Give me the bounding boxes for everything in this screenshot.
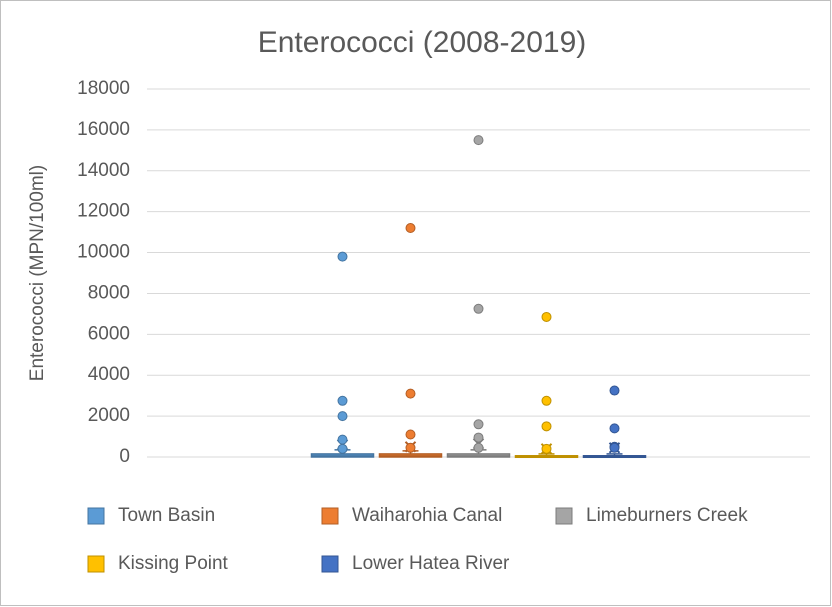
y-tick-label: 8000 xyxy=(88,282,130,303)
outlier xyxy=(609,385,620,396)
legend-swatch xyxy=(321,555,339,573)
legend-swatch xyxy=(87,507,105,525)
legend-label: Lower Hatea River xyxy=(352,553,510,574)
y-tick-label: 14000 xyxy=(77,160,130,181)
outlier xyxy=(541,395,552,406)
legend-swatch xyxy=(555,507,573,525)
outlier xyxy=(609,423,620,434)
legend-label: Kissing Point xyxy=(118,553,229,574)
outlier xyxy=(337,443,348,454)
outlier xyxy=(473,442,484,453)
outlier xyxy=(473,419,484,430)
outlier xyxy=(541,421,552,432)
outlier xyxy=(405,388,416,399)
legend-label: Town Basin xyxy=(118,505,215,526)
y-tick-label: 16000 xyxy=(77,119,130,140)
outlier xyxy=(609,442,620,453)
y-tick-label: 6000 xyxy=(88,323,130,344)
outlier xyxy=(541,311,552,322)
y-tick-label: 18000 xyxy=(77,78,130,99)
y-tick-label: 12000 xyxy=(77,201,130,222)
outlier xyxy=(337,434,348,445)
y-tick-label: 0 xyxy=(119,446,130,467)
y-tick-label: 4000 xyxy=(88,364,130,385)
legend-label: Limeburners Creek xyxy=(586,505,748,526)
legend-swatch xyxy=(87,555,105,573)
outlier xyxy=(337,395,348,406)
outlier xyxy=(405,223,416,234)
outlier xyxy=(337,411,348,422)
outlier xyxy=(473,432,484,443)
y-tick-label: 10000 xyxy=(77,242,130,263)
outlier xyxy=(473,303,484,314)
outlier xyxy=(337,251,348,262)
outlier xyxy=(405,429,416,440)
chart-title: Enterococci (2008-2019) xyxy=(258,26,587,59)
outlier xyxy=(473,135,484,146)
legend-swatch xyxy=(321,507,339,525)
y-axis-label: Enterococci (MPN/100ml) xyxy=(27,165,48,381)
y-tick-label: 2000 xyxy=(88,405,130,426)
outlier xyxy=(541,443,552,454)
outlier xyxy=(405,442,416,453)
legend-label: Waiharohia Canal xyxy=(352,505,502,526)
